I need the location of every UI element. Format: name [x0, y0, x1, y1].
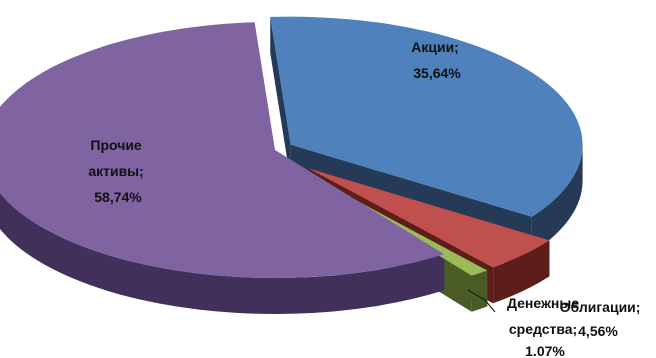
- label-obligacii: Облигации; 4,56%: [560, 299, 645, 339]
- slice-side-prochie-aktivy: [0, 193, 445, 314]
- label-denezhnye-sredstva: Денежные средства; 1.07%: [507, 295, 583, 358]
- slice-akcii: [270, 16, 583, 217]
- pie-tops: [0, 16, 583, 278]
- label-akcii: Акции; 35,64%: [411, 39, 463, 81]
- leader-line: [467, 289, 496, 313]
- slice-face-akcii: [270, 16, 291, 181]
- slice-obligacii: [308, 168, 550, 268]
- label-prochie-aktivy: Прочие активы; 58,74%: [88, 137, 147, 205]
- slice-side-akcii: [531, 144, 583, 253]
- slice-prochie-aktivy: [0, 22, 445, 278]
